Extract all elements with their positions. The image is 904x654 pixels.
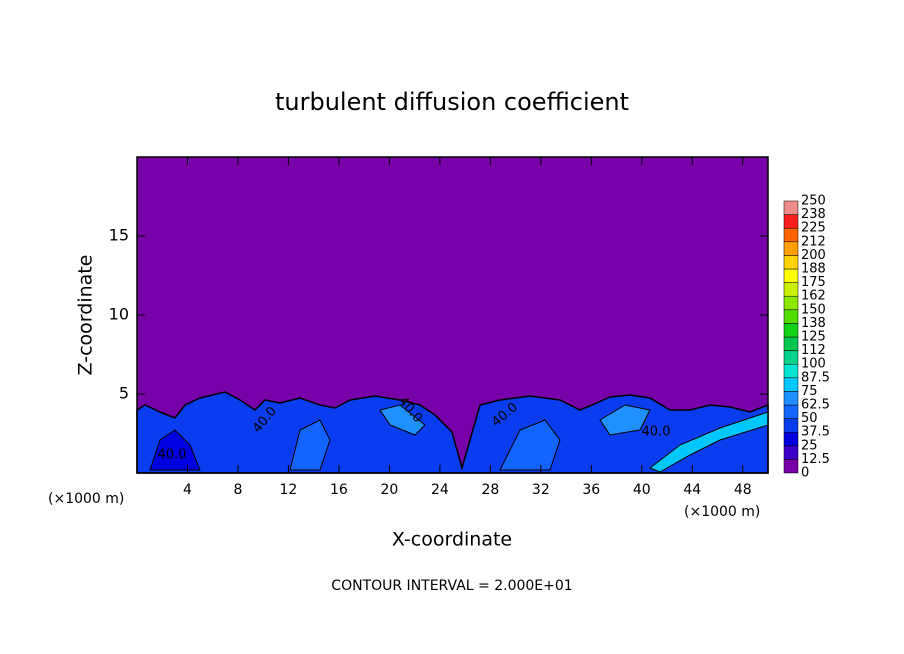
colorbar-bin [783, 445, 799, 460]
x-tick-label: 28 [481, 482, 499, 498]
colorbar-label: 162 [801, 289, 826, 304]
y-axis-label: Z-coordinate [75, 255, 97, 376]
field-patch [149, 429, 201, 471]
colorbar-bin [783, 404, 799, 419]
colorbar-bin [783, 241, 799, 256]
colorbar-label: 112 [801, 343, 826, 358]
x-unit-label: (×1000 m) [684, 504, 760, 520]
x-tick-label: 24 [431, 482, 449, 498]
y-tick-label: 10 [109, 305, 129, 324]
field-patch [289, 419, 331, 471]
colorbar-label: 238 [801, 207, 826, 222]
colorbar-bin [783, 268, 799, 283]
colorbar-label: 50 [801, 411, 818, 426]
colorbar-bin [783, 282, 799, 297]
colorbar-label: 125 [801, 330, 826, 345]
x-tick-label: 4 [183, 482, 192, 498]
contour-label: 40.0 [158, 448, 187, 463]
colorbar-bin [783, 336, 799, 351]
x-unit-label: (×1000 m) [48, 491, 124, 507]
colorbar-label: 62.5 [801, 398, 830, 413]
colorbar-label: 225 [801, 221, 826, 236]
colorbar-label: 100 [801, 357, 826, 372]
colorbar-label: 250 [801, 194, 826, 209]
colorbar-bin [783, 459, 799, 474]
colorbar-bin [783, 350, 799, 365]
y-tick-label: 5 [119, 384, 129, 403]
x-tick-label: 16 [330, 482, 348, 498]
colorbar-bin [783, 214, 799, 229]
x-tick-label: 12 [280, 482, 298, 498]
x-tick-label: 32 [532, 482, 550, 498]
field-patch [379, 404, 426, 436]
y-tick-label: 15 [109, 226, 129, 245]
colorbar-label: 175 [801, 275, 826, 290]
x-tick-label: 44 [683, 482, 701, 498]
colorbar-bin [783, 255, 799, 270]
footer: CONTOUR INTERVAL = 2.000E+01 [331, 578, 572, 594]
colorbar-label: 37.5 [801, 425, 830, 440]
x-axis-label: X-coordinate [392, 529, 512, 551]
colorbar-bin [783, 431, 799, 447]
colorbar-bin [783, 227, 799, 243]
colorbar-label: 87.5 [801, 370, 830, 385]
colorbar-label: 200 [801, 248, 826, 263]
colorbar-bin [783, 309, 799, 324]
colorbar-label: 25 [801, 438, 818, 453]
x-tick-label: 36 [582, 482, 600, 498]
chart-title: turbulent diffusion coefficient [275, 88, 629, 116]
x-tick-label: 8 [233, 482, 242, 498]
colorbar-bin [783, 295, 799, 311]
colorbar-label: 75 [801, 384, 818, 399]
x-tick-label: 48 [734, 482, 752, 498]
colorbar-label: 0 [801, 466, 809, 481]
colorbar-label: 150 [801, 302, 826, 317]
x-tick-label: 40 [633, 482, 651, 498]
field-patch [599, 404, 651, 436]
colorbar-label: 138 [801, 316, 826, 331]
colorbar-bin [783, 418, 799, 433]
colorbar-bin [783, 200, 799, 215]
x-tick-label: 20 [380, 482, 398, 498]
contour-label: 40.0 [642, 425, 671, 440]
colorbar-label: 12.5 [801, 452, 830, 467]
field-patch [499, 419, 561, 471]
colorbar-bin [783, 323, 799, 338]
colorbar-bin [783, 363, 799, 379]
colorbar-label: 188 [801, 262, 826, 277]
colorbar-bin [783, 391, 799, 406]
colorbar-bin [783, 377, 799, 392]
colorbar-label: 212 [801, 234, 826, 249]
